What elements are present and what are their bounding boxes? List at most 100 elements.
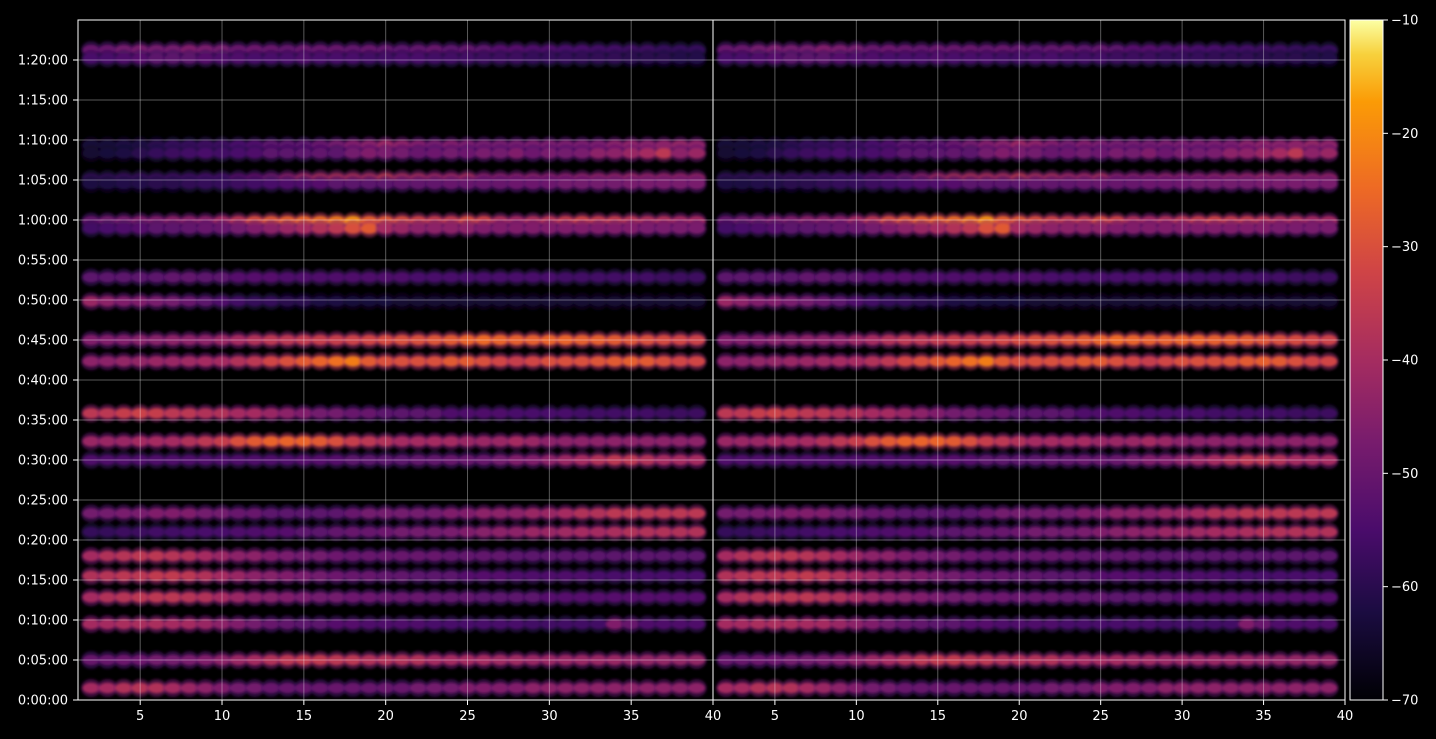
heat-cell bbox=[426, 356, 444, 367]
heat-cell bbox=[1189, 592, 1207, 603]
heat-cell bbox=[847, 148, 865, 159]
heat-cell bbox=[393, 654, 411, 666]
heat-cell bbox=[978, 618, 996, 630]
heat-cell bbox=[328, 223, 346, 234]
heat-cell bbox=[864, 223, 882, 234]
heat-cell bbox=[1124, 148, 1142, 159]
heat-cell bbox=[1010, 592, 1028, 603]
heat-cell bbox=[1059, 334, 1077, 346]
heat-cell bbox=[148, 592, 166, 603]
heat-cell bbox=[262, 148, 280, 159]
heat-cell bbox=[733, 592, 751, 603]
heat-cell bbox=[426, 654, 444, 666]
heat-cell bbox=[994, 53, 1012, 64]
heat-cell bbox=[1124, 436, 1142, 447]
heat-cell bbox=[688, 508, 706, 519]
heat-cell bbox=[750, 296, 768, 307]
left-panel: 5 10 15 20 25 30 35 40 bbox=[77, 19, 721, 724]
heat-cell bbox=[1287, 223, 1305, 234]
heat-cell bbox=[246, 356, 264, 367]
heat-cell bbox=[1124, 334, 1142, 346]
heat-cell bbox=[847, 654, 865, 666]
heat-cell bbox=[815, 148, 833, 159]
heat-cell bbox=[360, 356, 378, 367]
heat-cell bbox=[1141, 654, 1159, 666]
heat-cell bbox=[278, 356, 296, 367]
heat-cell bbox=[82, 223, 100, 234]
heat-cell bbox=[164, 526, 182, 538]
heat-cell bbox=[360, 178, 378, 190]
heat-cell bbox=[295, 148, 313, 159]
heat-cell bbox=[1075, 223, 1093, 234]
heat-cell bbox=[815, 526, 833, 538]
heat-cell bbox=[262, 654, 280, 666]
heat-cell bbox=[491, 53, 509, 64]
heat-cell bbox=[766, 178, 784, 190]
heat-cell bbox=[1320, 454, 1338, 466]
heat-cell bbox=[1255, 296, 1273, 307]
heat-cell bbox=[311, 508, 329, 519]
heat-cell bbox=[1141, 356, 1159, 367]
heat-cell bbox=[1157, 454, 1175, 466]
heat-cell bbox=[213, 223, 231, 234]
heat-cell bbox=[1157, 526, 1175, 538]
heat-cell bbox=[1222, 436, 1240, 447]
heat-cell bbox=[1043, 550, 1061, 562]
heat-cell bbox=[508, 53, 526, 64]
heat-cell bbox=[278, 272, 296, 283]
heat-cell bbox=[1108, 356, 1126, 367]
heat-cell bbox=[945, 436, 963, 447]
heat-cell bbox=[913, 526, 930, 538]
heat-cell bbox=[655, 296, 673, 307]
heat-cell bbox=[1075, 550, 1093, 562]
heat-cell bbox=[1189, 682, 1207, 694]
heat-cell bbox=[311, 592, 329, 603]
heat-cell bbox=[393, 570, 411, 582]
heat-cell bbox=[262, 356, 280, 367]
heat-cell bbox=[961, 334, 979, 346]
heat-cell bbox=[197, 654, 215, 666]
heat-cell bbox=[1043, 272, 1061, 283]
heat-cell bbox=[409, 454, 427, 466]
heat-cell bbox=[782, 272, 800, 283]
heat-cell bbox=[295, 508, 313, 519]
heat-cell bbox=[589, 223, 607, 234]
heat-cell bbox=[1027, 508, 1044, 519]
heat-cell bbox=[180, 53, 198, 64]
heat-cell bbox=[1075, 148, 1093, 159]
heat-cell bbox=[589, 570, 607, 582]
heat-cell bbox=[1092, 148, 1110, 159]
heat-cell bbox=[1075, 618, 1093, 630]
heat-cell bbox=[278, 178, 296, 190]
heat-cell bbox=[229, 618, 247, 630]
heat-cell bbox=[655, 178, 673, 190]
heat-cell bbox=[750, 570, 768, 582]
heat-cell bbox=[98, 526, 116, 538]
heat-cell bbox=[426, 592, 444, 603]
heat-cell bbox=[262, 296, 280, 307]
heat-cell bbox=[278, 550, 296, 562]
heat-cell bbox=[1141, 436, 1159, 447]
heat-cell bbox=[1092, 356, 1110, 367]
heat-cell bbox=[540, 508, 558, 519]
heat-cell bbox=[913, 296, 930, 307]
heat-cell bbox=[1157, 508, 1175, 519]
heat-cell bbox=[197, 618, 215, 630]
heat-cell bbox=[393, 296, 411, 307]
heat-cell bbox=[1271, 592, 1289, 603]
heat-cell bbox=[733, 334, 751, 346]
heat-cell bbox=[459, 654, 477, 666]
heat-cell bbox=[1238, 178, 1256, 190]
heat-cell bbox=[148, 682, 166, 694]
heat-cell bbox=[961, 223, 979, 234]
heat-cell bbox=[1141, 272, 1159, 283]
heat-cell bbox=[1043, 356, 1061, 367]
heat-cell bbox=[1189, 148, 1207, 159]
heat-cell bbox=[1124, 570, 1142, 582]
heat-cell bbox=[929, 526, 947, 538]
heat-cell bbox=[115, 508, 133, 519]
heat-cell bbox=[442, 592, 460, 603]
heat-cell bbox=[1189, 408, 1207, 419]
heat-cell bbox=[1108, 618, 1126, 630]
heat-cell bbox=[1124, 508, 1142, 519]
